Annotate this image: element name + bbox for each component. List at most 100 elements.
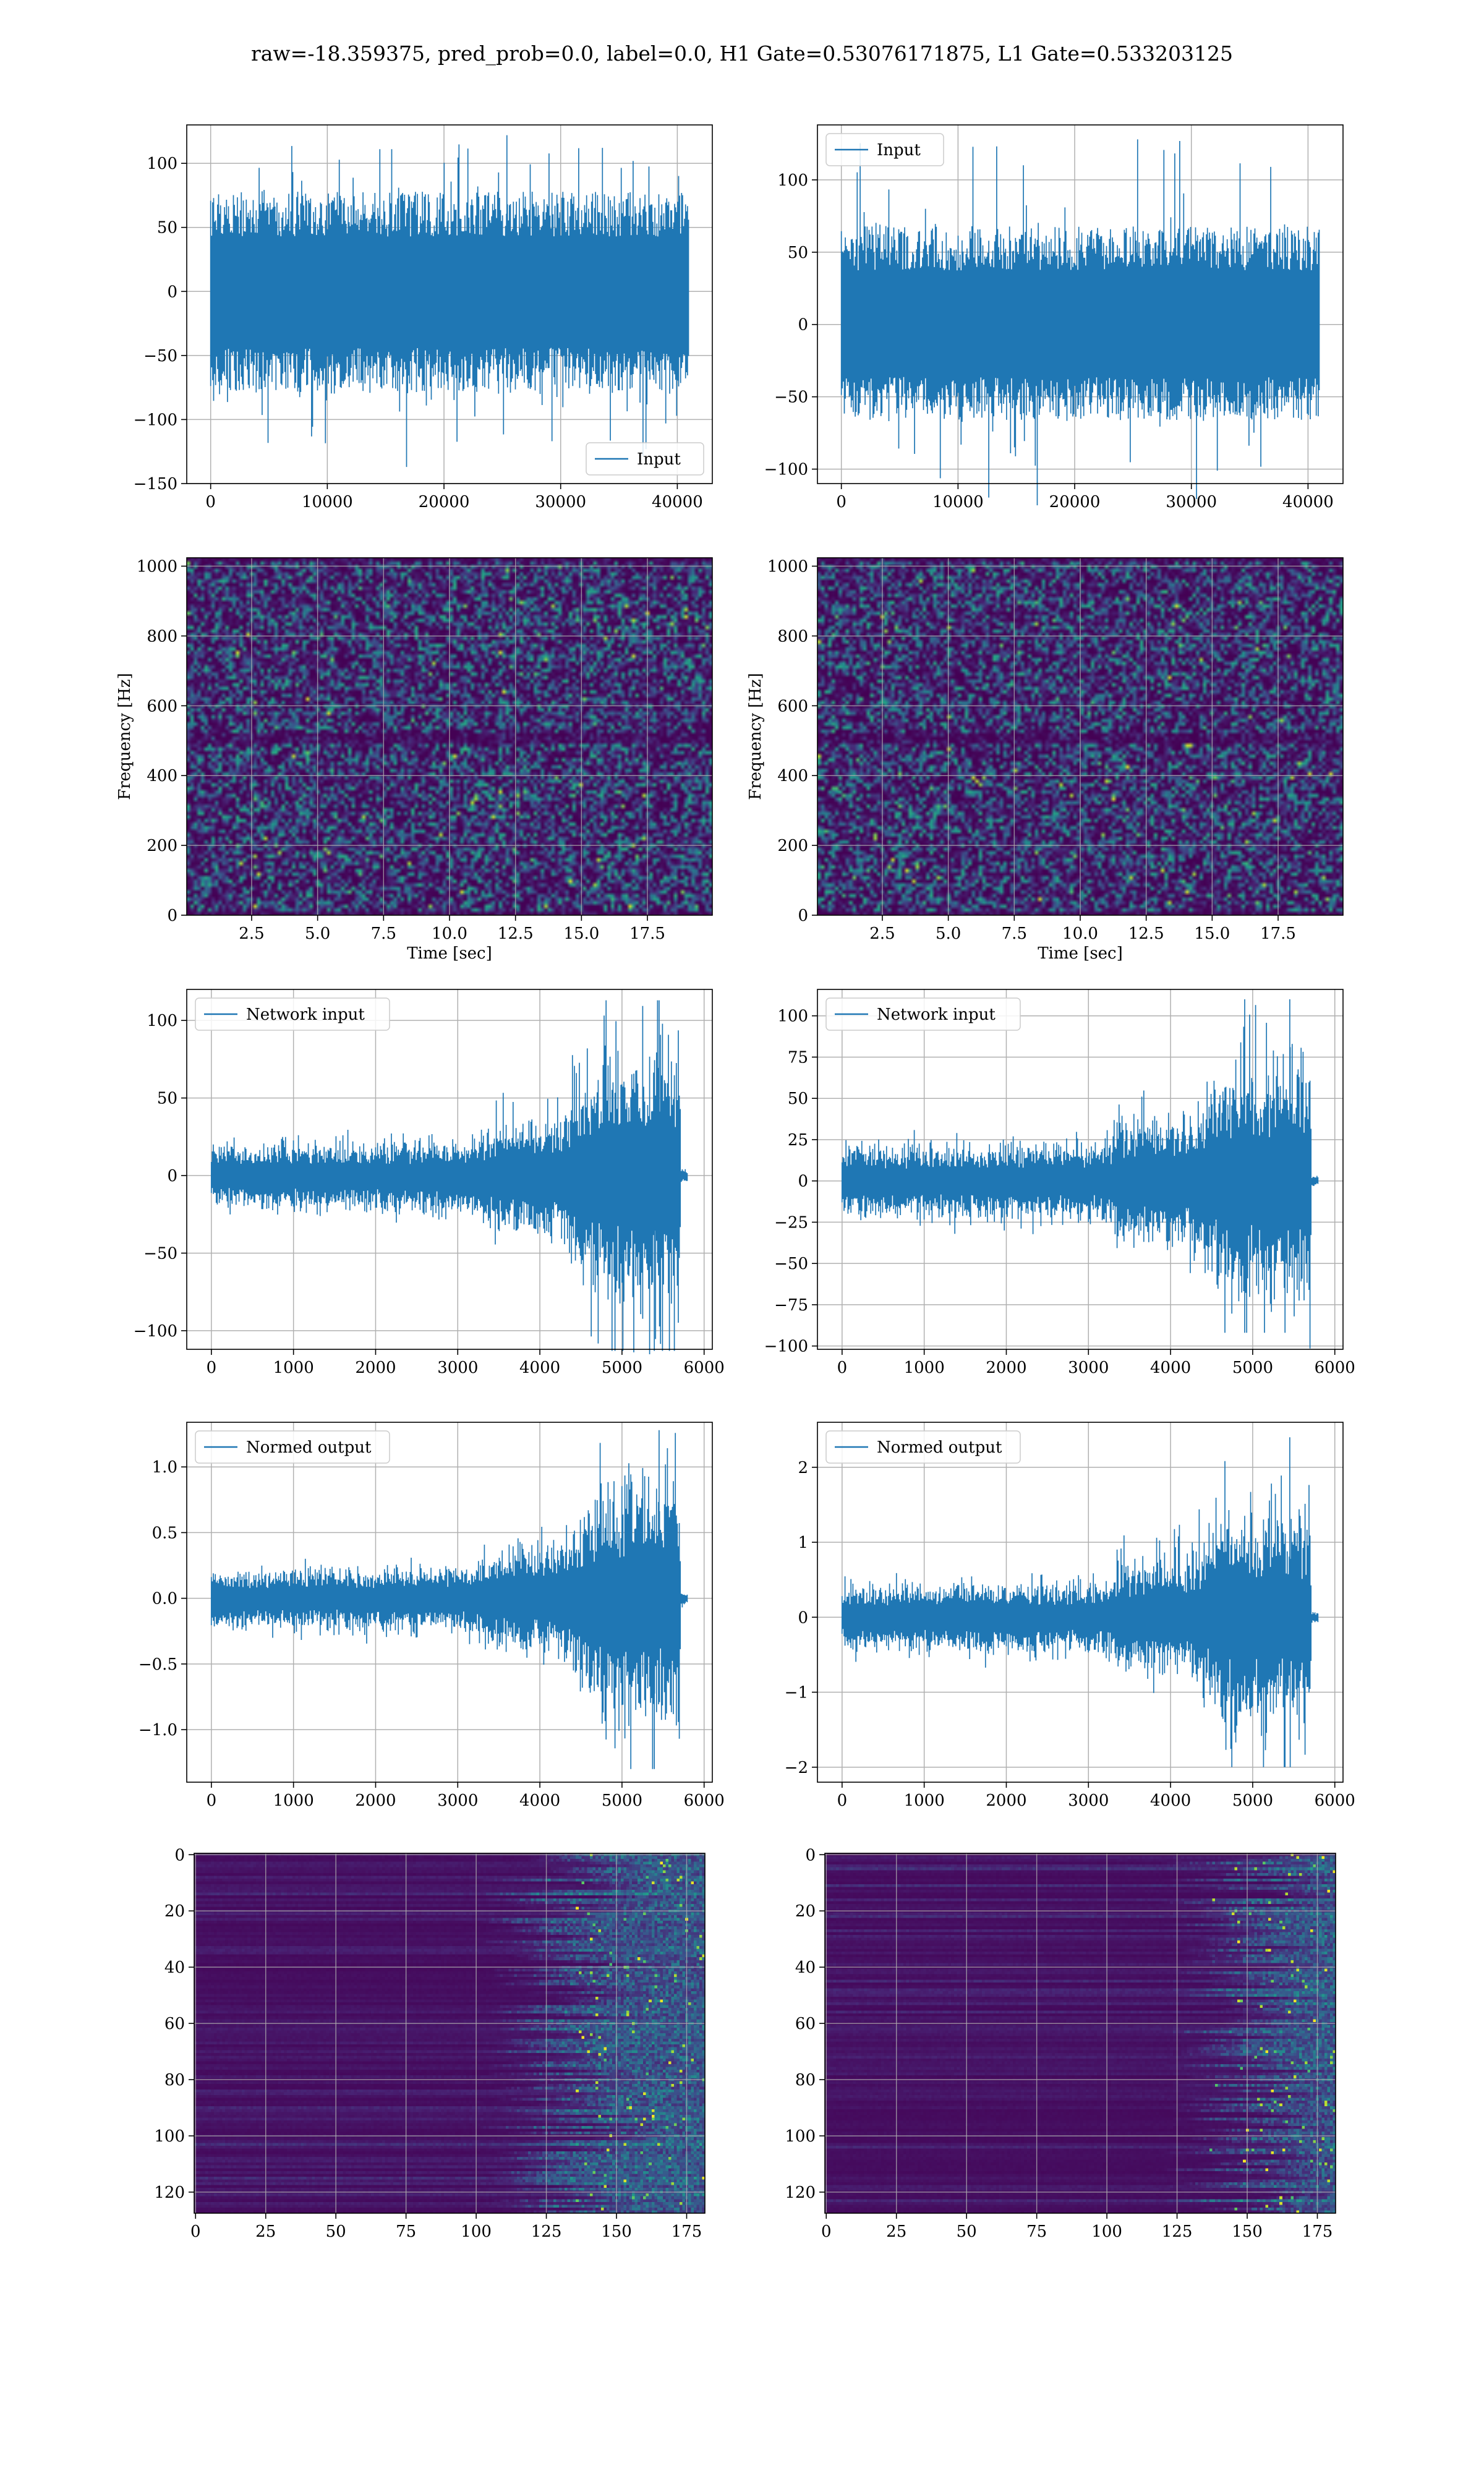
y-tick-label: 50 [788, 1090, 808, 1108]
x-tick-label: 10.0 [1062, 924, 1098, 943]
legend-label: Normed output [246, 1438, 372, 1457]
x-tick-label: 50 [957, 2222, 977, 2241]
x-tick-label: 175 [672, 2222, 702, 2241]
l1-normed-output-frame [817, 1422, 1344, 1783]
x-tick-label: 30000 [535, 493, 586, 511]
y-tick-label: −50 [774, 388, 808, 407]
l1-normed-output-series-line [841, 1437, 1319, 1767]
y-tick-label: 800 [777, 627, 808, 646]
x-tick-label: 40000 [1282, 493, 1334, 511]
h1-input-legend: Input [586, 442, 704, 476]
x-tick-label: 150 [601, 2222, 632, 2241]
h1-network-input-frame [186, 989, 713, 1350]
y-tick-label: 50 [157, 219, 177, 237]
h1-feature-map-frame [194, 1853, 706, 2214]
y-tick-label: −1 [785, 1684, 808, 1702]
y-tick-label: 600 [147, 697, 177, 715]
y-tick-label: −2 [785, 1759, 808, 1777]
y-axis-label: Frequency [Hz] [116, 673, 134, 800]
x-tick-label: 20000 [419, 493, 470, 511]
x-tick-label: 15.0 [1194, 924, 1230, 943]
y-tick-label: 100 [147, 155, 177, 173]
x-tick-label: 10.0 [432, 924, 467, 943]
legend-label: Input [877, 141, 921, 160]
x-tick-label: 30000 [1166, 493, 1217, 511]
h1-feature-map-panel: 0 25 50 75 100 125 150 175 0 20 40 60 80 100 120 [154, 1846, 706, 2241]
x-tick-label: 2000 [986, 1791, 1026, 1810]
x-tick-label: 4000 [1150, 1791, 1191, 1810]
x-tick-label: 175 [1302, 2222, 1333, 2241]
y-tick-label: 1.0 [152, 1458, 177, 1477]
y-tick-label: 100 [154, 2127, 185, 2146]
legend-box [586, 442, 704, 476]
y-tick-label: −75 [774, 1296, 808, 1315]
y-tick-label: 100 [777, 1007, 808, 1026]
h1-spectrogram-panel: 2.5 5.0 7.5 10.0 12.5 15.0 17.5 0 200 400 600 800 10… [116, 557, 713, 963]
y-tick-label: 0.0 [152, 1590, 177, 1608]
l1-input-series-line [840, 139, 1320, 506]
l1-input-panel: 0 10000 20000 30000 40000 −100 −50 0 50 100 Input [764, 124, 1344, 511]
x-tick-label: 1000 [904, 1359, 945, 1377]
x-tick-label: 6000 [1315, 1791, 1355, 1810]
x-tick-label: 2000 [986, 1359, 1026, 1377]
x-tick-label: 4000 [519, 1359, 560, 1377]
l1-feature-map-frame [824, 1853, 1336, 2214]
y-tick-label: 200 [147, 837, 177, 855]
x-tick-label: 0 [205, 493, 216, 511]
x-tick-label: 150 [1232, 2222, 1263, 2241]
x-tick-label: 40000 [652, 493, 703, 511]
x-tick-label: 6000 [1315, 1359, 1355, 1377]
x-tick-label: 7.5 [371, 924, 396, 943]
l1-input-frame [817, 124, 1344, 484]
y-tick-label: −100 [764, 461, 808, 479]
y-tick-label: 120 [785, 2184, 816, 2202]
x-tick-label: 5.0 [305, 924, 330, 943]
legend-label: Normed output [877, 1438, 1002, 1457]
y-tick-label: 600 [777, 697, 808, 715]
y-tick-label: 800 [147, 627, 177, 646]
l1-normed-output-panel: 0 1000 2000 3000 4000 5000 6000 −2 −1 0 1 2 Normed o… [785, 1422, 1355, 1810]
x-tick-label: 1000 [273, 1359, 314, 1377]
x-tick-label: 3000 [437, 1359, 478, 1377]
y-tick-label: −50 [774, 1255, 808, 1273]
x-tick-label: 3000 [1068, 1791, 1109, 1810]
legend-label: Input [637, 450, 681, 469]
h1-feature-map-grid [194, 1853, 705, 2213]
x-tick-label: 0 [190, 2222, 201, 2241]
x-tick-label: 5000 [602, 1791, 642, 1810]
x-tick-label: 2.5 [869, 924, 895, 943]
y-tick-label: 0 [167, 283, 177, 301]
y-tick-label: −0.5 [139, 1655, 177, 1674]
suptitle: raw=-18.359375, pred_prob=0.0, label=0.0… [251, 41, 1233, 66]
l1-normed-output-legend: Normed output [825, 1430, 1021, 1464]
y-tick-label: −50 [143, 347, 177, 365]
x-tick-label: 7.5 [1002, 924, 1027, 943]
y-tick-label: 100 [785, 2127, 816, 2146]
x-axis-label: Time [sec] [407, 944, 492, 963]
y-tick-label: −25 [774, 1213, 808, 1232]
x-tick-label: 3000 [437, 1791, 478, 1810]
x-tick-label: 12.5 [498, 924, 534, 943]
y-tick-label: 0 [167, 907, 177, 925]
legend-box [825, 133, 944, 166]
x-tick-label: 15.0 [563, 924, 599, 943]
x-tick-label: 0 [207, 1359, 217, 1377]
y-tick-label: 400 [777, 767, 808, 785]
l1-input-legend: Input [825, 133, 944, 166]
y-axis-label: Frequency [Hz] [746, 673, 765, 800]
y-tick-label: 80 [795, 2071, 816, 2090]
y-tick-label: 0 [798, 1608, 808, 1627]
x-tick-label: 2000 [355, 1791, 396, 1810]
y-tick-label: 200 [777, 837, 808, 855]
h1-normed-output-panel: 0 1000 2000 3000 4000 5000 6000 −1.0 −0.5 0.0 0.5 1… [139, 1422, 725, 1810]
y-tick-label: −150 [134, 475, 177, 493]
l1-network-input-frame [817, 989, 1344, 1350]
x-tick-label: 125 [1162, 2222, 1193, 2241]
y-tick-label: 1000 [767, 558, 808, 576]
legend-label: Network input [246, 1005, 365, 1024]
y-tick-label: 400 [147, 767, 177, 785]
y-tick-label: 0 [167, 1167, 177, 1185]
y-tick-label: 120 [154, 2184, 185, 2202]
legend-box [195, 1430, 390, 1464]
